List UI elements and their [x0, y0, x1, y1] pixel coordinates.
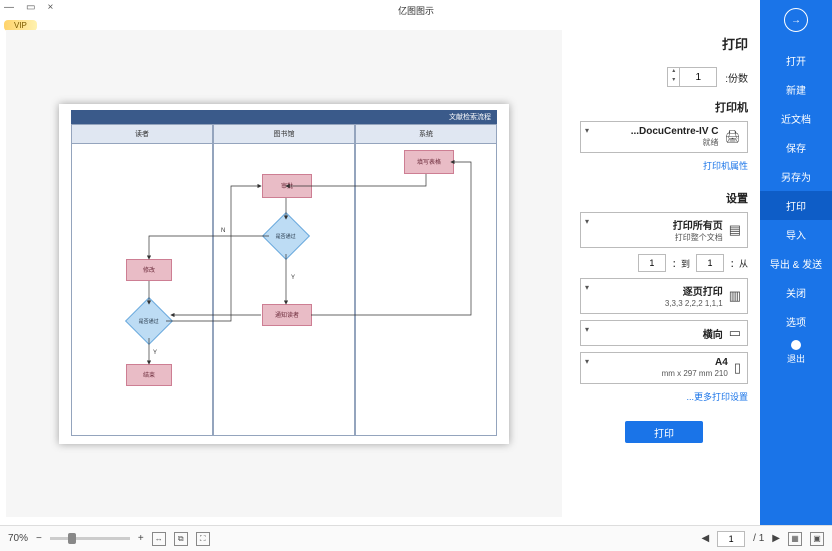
lane-3: 填写表格 [355, 144, 497, 436]
pages-icon: ▤ [729, 222, 741, 238]
rail-item-export[interactable]: 导出 & 发送 [760, 249, 832, 278]
chevron-down-icon: ▾ [585, 217, 589, 226]
preview-page: 文献检索流程 读者 图书馆 系统 修改 是否通过 结束 审批 是否通过 通知读者… [59, 104, 509, 444]
node-n5: 是否通过 [125, 296, 173, 344]
printer-name: DocuCentre-IV C... [631, 126, 719, 137]
to-input[interactable] [638, 254, 666, 272]
printer-section-title: 打印机 [580, 99, 748, 115]
node-n4: 修改 [126, 259, 172, 281]
paper-select[interactable]: ▯ A4 210 mm x 297 mm ▾ [580, 352, 748, 384]
rail-logout-label: 退出 [787, 352, 805, 365]
collate-select[interactable]: ▥ 逐页打印 1,1,1 2,2,2 3,3,3 ▾ [580, 278, 748, 314]
node-n2: 审批 [262, 174, 312, 198]
zoom-value: 70% [8, 533, 28, 544]
printer-select[interactable]: 🖨 DocuCentre-IV C... 就绪 ▾ [580, 121, 748, 153]
collate-icon: ▥ [729, 288, 741, 304]
lane-header-2: 图书馆 [213, 124, 355, 144]
lane-header-3: 系统 [355, 124, 497, 144]
page-total: / 1 [753, 533, 764, 544]
doc-title-bar: 文献检索流程 [71, 110, 497, 124]
back-arrow-icon[interactable]: → [784, 8, 808, 32]
rail-item-recent[interactable]: 近文档 [760, 104, 832, 133]
rail-item-options[interactable]: 选项 [760, 307, 832, 336]
chevron-down-icon: ▾ [585, 325, 589, 334]
lane-header-1: 读者 [71, 124, 213, 144]
page-range-title: 打印所有页 [673, 217, 723, 232]
app-title: 亿图图示 [0, 4, 832, 17]
copies-down-icon[interactable]: ▾ [668, 77, 679, 86]
collate-sub: 1,1,1 2,2,2 3,3,3 [665, 299, 723, 308]
rail-item-new[interactable]: 新建 [760, 75, 832, 104]
node-n7: 结束 [126, 364, 172, 386]
to-label: 到： [672, 257, 690, 270]
rail-item-close[interactable]: 关闭 [760, 278, 832, 307]
logout-icon [791, 340, 801, 350]
from-label: 从： [730, 257, 748, 270]
orientation-icon: ▭ [729, 325, 741, 341]
lane-1: 修改 是否通过 结束 [71, 144, 213, 436]
chevron-down-icon: ▾ [585, 126, 589, 135]
chevron-down-icon: ▾ [585, 283, 589, 292]
printer-status: 就绪 [702, 138, 718, 147]
panel-heading: 打印 [580, 34, 748, 53]
rail-item-print[interactable]: 打印 [760, 191, 832, 220]
settings-section-title: 设置 [580, 190, 748, 206]
more-print-settings-link[interactable]: 更多打印设置... [686, 390, 748, 403]
rail-item-open[interactable]: 打开 [760, 46, 832, 75]
backstage-rail: → 打开 新建 近文档 保存 另存为 打印 导入 导出 & 发送 关闭 选项 退… [760, 0, 832, 551]
print-button[interactable]: 打印 [625, 421, 703, 443]
paper-title: A4 [662, 357, 728, 368]
from-input[interactable] [696, 254, 724, 272]
orientation-label: 横向 [703, 326, 723, 341]
rail-logout[interactable]: 退出 [787, 340, 805, 365]
rail-item-import[interactable]: 导入 [760, 220, 832, 249]
view-mode-2-icon[interactable]: ▣ [810, 532, 824, 546]
rail-item-saveas[interactable]: 另存为 [760, 162, 832, 191]
chevron-down-icon: ▾ [585, 357, 589, 366]
view-mode-1-icon[interactable]: ▦ [788, 532, 802, 546]
status-bar: 70% − + ↔ ⧉ ⛶ ◀ / 1 ▶ ▦ ▣ [0, 525, 832, 551]
orientation-select[interactable]: ▭ 横向 ▾ [580, 320, 748, 346]
copies-input[interactable] [680, 68, 716, 86]
node-n3: 是否通过 [262, 211, 310, 259]
preview-canvas: 文献检索流程 读者 图书馆 系统 修改 是否通过 结束 审批 是否通过 通知读者… [6, 30, 562, 517]
page-input[interactable] [717, 531, 745, 547]
fullscreen-icon[interactable]: ⛶ [196, 532, 210, 546]
paper-icon: ▯ [734, 360, 741, 376]
print-panel: 打印 份数: ▴▾ 打印机 🖨 DocuCentre-IV C... 就绪 ▾ … [568, 24, 760, 521]
copies-label: 份数: [725, 70, 748, 85]
printer-properties-link[interactable]: 打印机属性 [703, 159, 748, 172]
fit-page-icon[interactable]: ⧉ [174, 532, 188, 546]
node-n1: 填写表格 [404, 150, 454, 174]
next-page-button[interactable]: ▶ [772, 533, 780, 544]
copies-up-icon[interactable]: ▴ [668, 68, 679, 77]
zoom-slider[interactable] [50, 537, 130, 540]
zoom-in-button[interactable]: + [138, 533, 144, 544]
copies-stepper[interactable]: ▴▾ [667, 67, 717, 87]
page-range-sub: 打印整个文档 [675, 233, 723, 242]
paper-sub: 210 mm x 297 mm [662, 369, 728, 378]
rail-item-save[interactable]: 保存 [760, 133, 832, 162]
node-n6: 通知读者 [262, 304, 312, 326]
prev-page-button[interactable]: ◀ [701, 533, 709, 544]
page-range-select[interactable]: ▤ 打印所有页 打印整个文档 ▾ [580, 212, 748, 248]
lane-2: 审批 是否通过 通知读者 [213, 144, 355, 436]
printer-icon: 🖨 [724, 129, 741, 145]
fit-width-icon[interactable]: ↔ [152, 532, 166, 546]
collate-title: 逐页打印 [665, 283, 723, 298]
zoom-out-button[interactable]: − [36, 533, 42, 544]
